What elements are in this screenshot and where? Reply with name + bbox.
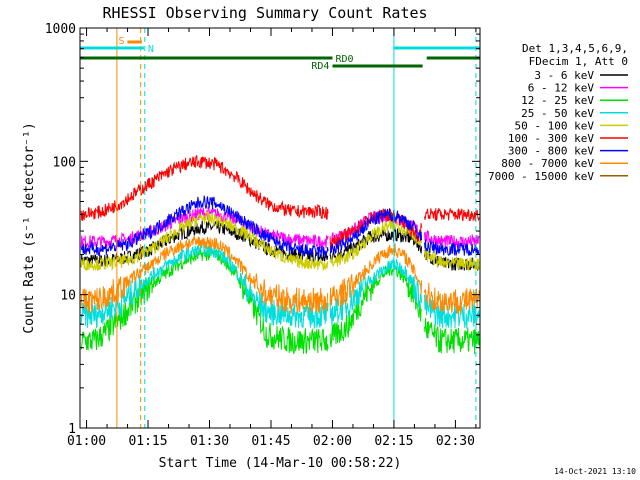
- legend-header-line-2: FDecim 1, Att 0: [529, 55, 628, 68]
- x-tick-label: 02:00: [313, 434, 352, 449]
- legend-entry-label: 25 - 50 keV: [521, 107, 594, 120]
- footer-date: 14-Oct-2021 13:10: [554, 467, 636, 476]
- legend-entry-label: 12 - 25 keV: [521, 94, 594, 107]
- decimation-label: RD4: [311, 61, 329, 72]
- decimation-label: RD0: [335, 54, 353, 65]
- legend-entry-label: 50 - 100 keV: [515, 119, 595, 132]
- x-tick-label: 01:00: [67, 434, 106, 449]
- series-layer: [80, 155, 480, 355]
- axes-layer: 1 10 100 1000 01:00 01:15 01:30 01:45 02:00 02:15…: [45, 22, 480, 449]
- legend-header-line-1: Det 1,3,4,5,6,9,: [522, 42, 628, 55]
- y-tick-label: 100: [53, 155, 76, 170]
- series-line-300-800keV: [80, 195, 480, 258]
- attenuator-label: N: [148, 44, 154, 55]
- x-tick-label: 01:45: [251, 434, 290, 449]
- legend-entry-label: 100 - 300 keV: [508, 132, 594, 145]
- x-tick-label: 01:15: [128, 434, 167, 449]
- y-axis-label: Count Rate (s⁻¹ detector⁻¹): [22, 122, 37, 333]
- legend-entry-label: 3 - 6 keV: [534, 69, 594, 82]
- legend-entry-label: 800 - 7000 keV: [501, 157, 594, 170]
- attenuator-label: S: [119, 36, 125, 47]
- x-tick-label: 01:30: [190, 434, 229, 449]
- legend-entry-label: 7000 - 15000 keV: [488, 170, 594, 183]
- y-tick-label: 10: [60, 289, 76, 304]
- legend-entry-label: 6 - 12 keV: [528, 82, 595, 95]
- legend-entry-label: 300 - 800 keV: [508, 145, 594, 158]
- series-line-50-100keV: [80, 210, 480, 273]
- plot-frame: [79, 27, 481, 429]
- y-tick-label: 1: [68, 422, 76, 437]
- vertical-marker-layer: [116, 28, 477, 428]
- annotation-bar-layer: S N RD0 RD4: [80, 36, 480, 72]
- series-line-800-7000keV: [80, 235, 480, 315]
- y-tick-label: 1000: [45, 22, 76, 37]
- chart-title: RHESSI Observing Summary Count Rates: [102, 4, 427, 22]
- legend: Det 1,3,4,5,6,9, FDecim 1, Att 0 3 - 6 k…: [488, 42, 628, 183]
- x-tick-label: 02:15: [374, 434, 413, 449]
- x-axis-label: Start Time (14-Mar-10 00:58:22): [159, 456, 402, 471]
- x-tick-label: 02:30: [436, 434, 475, 449]
